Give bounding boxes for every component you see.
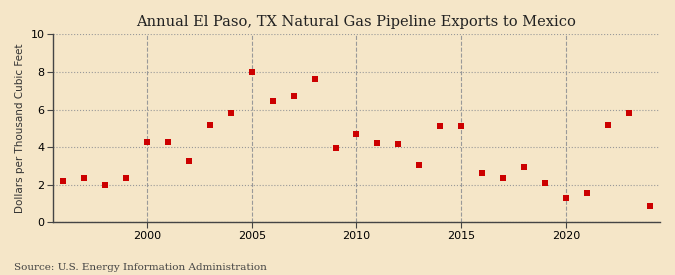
Point [414, 163, 425, 167]
Point [142, 139, 153, 144]
Point [393, 142, 404, 147]
Title: Annual El Paso, TX Natural Gas Pipeline Exports to Mexico: Annual El Paso, TX Natural Gas Pipeline … [136, 15, 576, 29]
Point [623, 111, 634, 116]
Point [163, 139, 173, 144]
Point [644, 204, 655, 209]
Text: Source: U.S. Energy Information Administration: Source: U.S. Energy Information Administ… [14, 263, 267, 272]
Point [309, 77, 320, 82]
Point [372, 141, 383, 146]
Point [267, 99, 278, 103]
Y-axis label: Dollars per Thousand Cubic Feet: Dollars per Thousand Cubic Feet [15, 44, 25, 213]
Point [79, 176, 90, 180]
Point [435, 123, 446, 128]
Point [184, 159, 194, 164]
Point [497, 176, 508, 180]
Point [58, 179, 69, 183]
Point [288, 94, 299, 99]
Point [100, 183, 111, 187]
Point [581, 191, 592, 196]
Point [456, 123, 466, 128]
Point [539, 181, 550, 185]
Point [121, 176, 132, 180]
Point [602, 122, 613, 127]
Point [351, 132, 362, 136]
Point [477, 170, 487, 175]
Point [205, 122, 215, 127]
Point [560, 196, 571, 200]
Point [330, 146, 341, 150]
Point [246, 70, 257, 74]
Point [225, 111, 236, 116]
Point [518, 165, 529, 169]
